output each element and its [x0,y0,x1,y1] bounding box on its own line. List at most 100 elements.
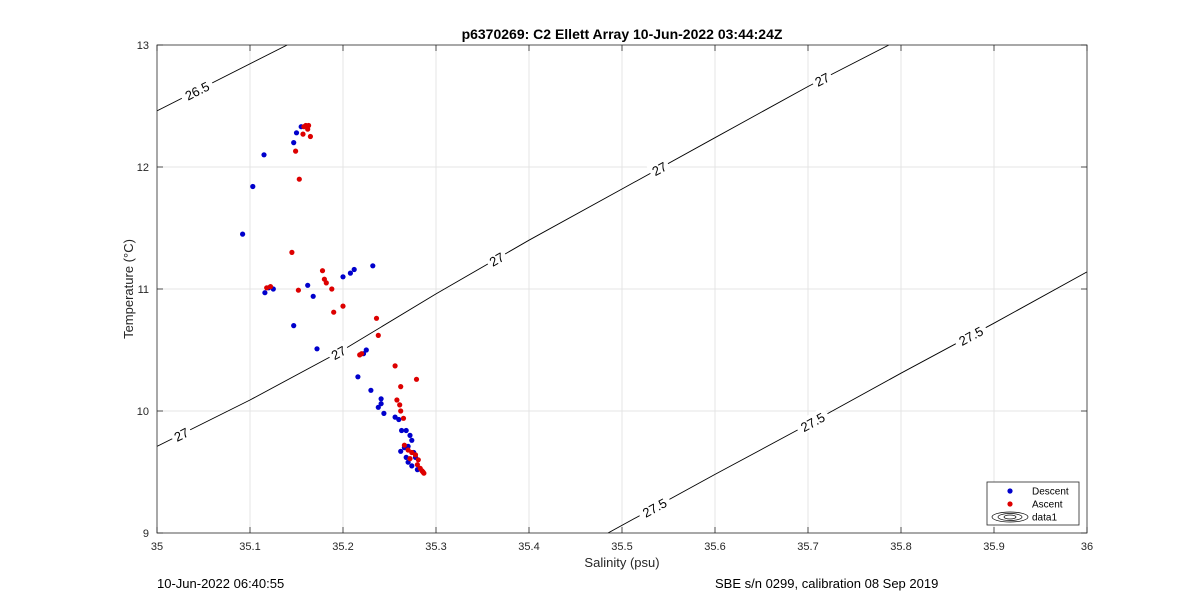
descent-point [409,463,415,469]
x-tick-label: 35 [151,541,163,553]
contour-label-text: 27 [487,249,507,269]
axis-ticks: 35 35.1 35.2 35.3 35.4 35.5 35.6 35.7 35.8 35.9 36… [137,40,1093,553]
contour-label-mask [952,320,990,350]
descent-point [378,396,384,402]
contour-line-27 [157,45,890,447]
contour-label-text: 27 [329,343,349,363]
descent-point [403,427,409,434]
descent-point [250,183,256,190]
descent-point [291,323,297,329]
y-tick-label: 12 [137,162,149,174]
x-axis-label: Salinity (psu) [584,555,659,570]
legend-label-data1: data1 [1032,513,1057,524]
ascent-point [359,351,365,357]
contour-label-mask [178,75,216,105]
descent-point [368,387,374,393]
contour-label-mask [325,340,351,364]
ascent-point [400,415,407,421]
x-tick-label: 35.2 [332,541,353,553]
y-tick-label: 10 [137,406,149,418]
ascent-point [340,303,346,309]
x-tick-label: 35.5 [611,541,632,553]
y-tick-label: 11 [138,284,149,296]
density-contours [157,45,1087,533]
legend-contour-ring [997,513,1023,521]
descent-point [392,414,398,420]
ascent-point [289,249,295,255]
descent-point [351,266,357,273]
descent-point [262,290,268,296]
descent-point [314,346,320,352]
descent-point [370,263,376,269]
y-tick-label: 13 [137,40,149,52]
legend-marker-data1 [991,511,1029,523]
ascent-point [407,456,413,462]
x-tick-label: 35.4 [518,541,539,553]
ascent-point [296,176,302,182]
contour-line-27-5 [607,271,1087,533]
contour-label-mask [168,422,194,446]
x-tick-label: 35.9 [983,541,1004,553]
ascent-point [307,133,313,140]
legend-contour-ring [1003,514,1017,520]
x-tick-label: 35.1 [239,541,260,553]
descent-point [310,293,316,299]
ascent-point [373,315,380,321]
ascent-point [323,280,329,286]
contour-label-27: 27 [809,67,835,91]
descent-point [355,374,361,380]
x-tick-label: 36 [1081,541,1093,553]
ascent-point [394,397,400,403]
legend: Descent Ascent data1 [986,481,1080,526]
descent-point [363,347,369,353]
contour-label-mask [793,406,831,437]
ascent-point [414,462,420,468]
contour-label-27: 27 [483,247,509,271]
ascent-point [412,452,419,458]
footer-calibration: SBE s/n 0299, calibration 08 Sep 2019 [715,576,939,591]
ascent-point [392,363,398,369]
descent-point [378,401,384,407]
ascent-point [415,457,421,463]
contour-label-27: 27 [168,422,194,446]
descent-point [347,270,353,276]
legend-label-ascent: Ascent [1032,500,1063,511]
contour-label-text: 27 [172,425,192,445]
ascent-point [300,131,306,137]
data-points [240,122,427,476]
descent-point [240,231,246,237]
descent-point [305,282,311,288]
ascent-point [421,470,427,476]
ascent-point [293,148,299,154]
legend-contour-ring [991,511,1029,523]
ascent-point [401,442,407,448]
y-axis-label: Temperature (°C) [121,239,136,339]
descent-point [396,416,402,423]
contour-label-mask [646,156,672,180]
legend-marker-descent [1007,488,1013,494]
chart-title: p6370269: C2 Ellett Array 10-Jun-2022 03… [462,26,783,42]
ascent-point [405,447,411,453]
descent-point [261,152,267,158]
legend-label-descent: Descent [1032,487,1069,498]
ascent-point [375,332,381,338]
x-tick-label: 35.7 [797,541,818,553]
descent-point [399,427,405,434]
x-tick-label: 35.3 [425,541,446,553]
x-tick-label: 35.6 [704,541,725,553]
contour-label-27: 27 [646,156,672,180]
y-tick-label: 9 [143,528,149,540]
descent-point [409,437,415,443]
ascent-point [409,449,415,456]
contour-label-text: 27 [649,159,669,179]
legend-box [986,481,1080,526]
ascent-point [295,287,301,293]
contour-label-27: 27 [325,340,351,364]
grid-lines [157,45,1087,533]
footer-timestamp: 10-Jun-2022 06:40:55 [157,576,285,591]
contour-label-mask [635,492,673,522]
ascent-point [413,376,420,382]
ascent-point [329,286,335,292]
